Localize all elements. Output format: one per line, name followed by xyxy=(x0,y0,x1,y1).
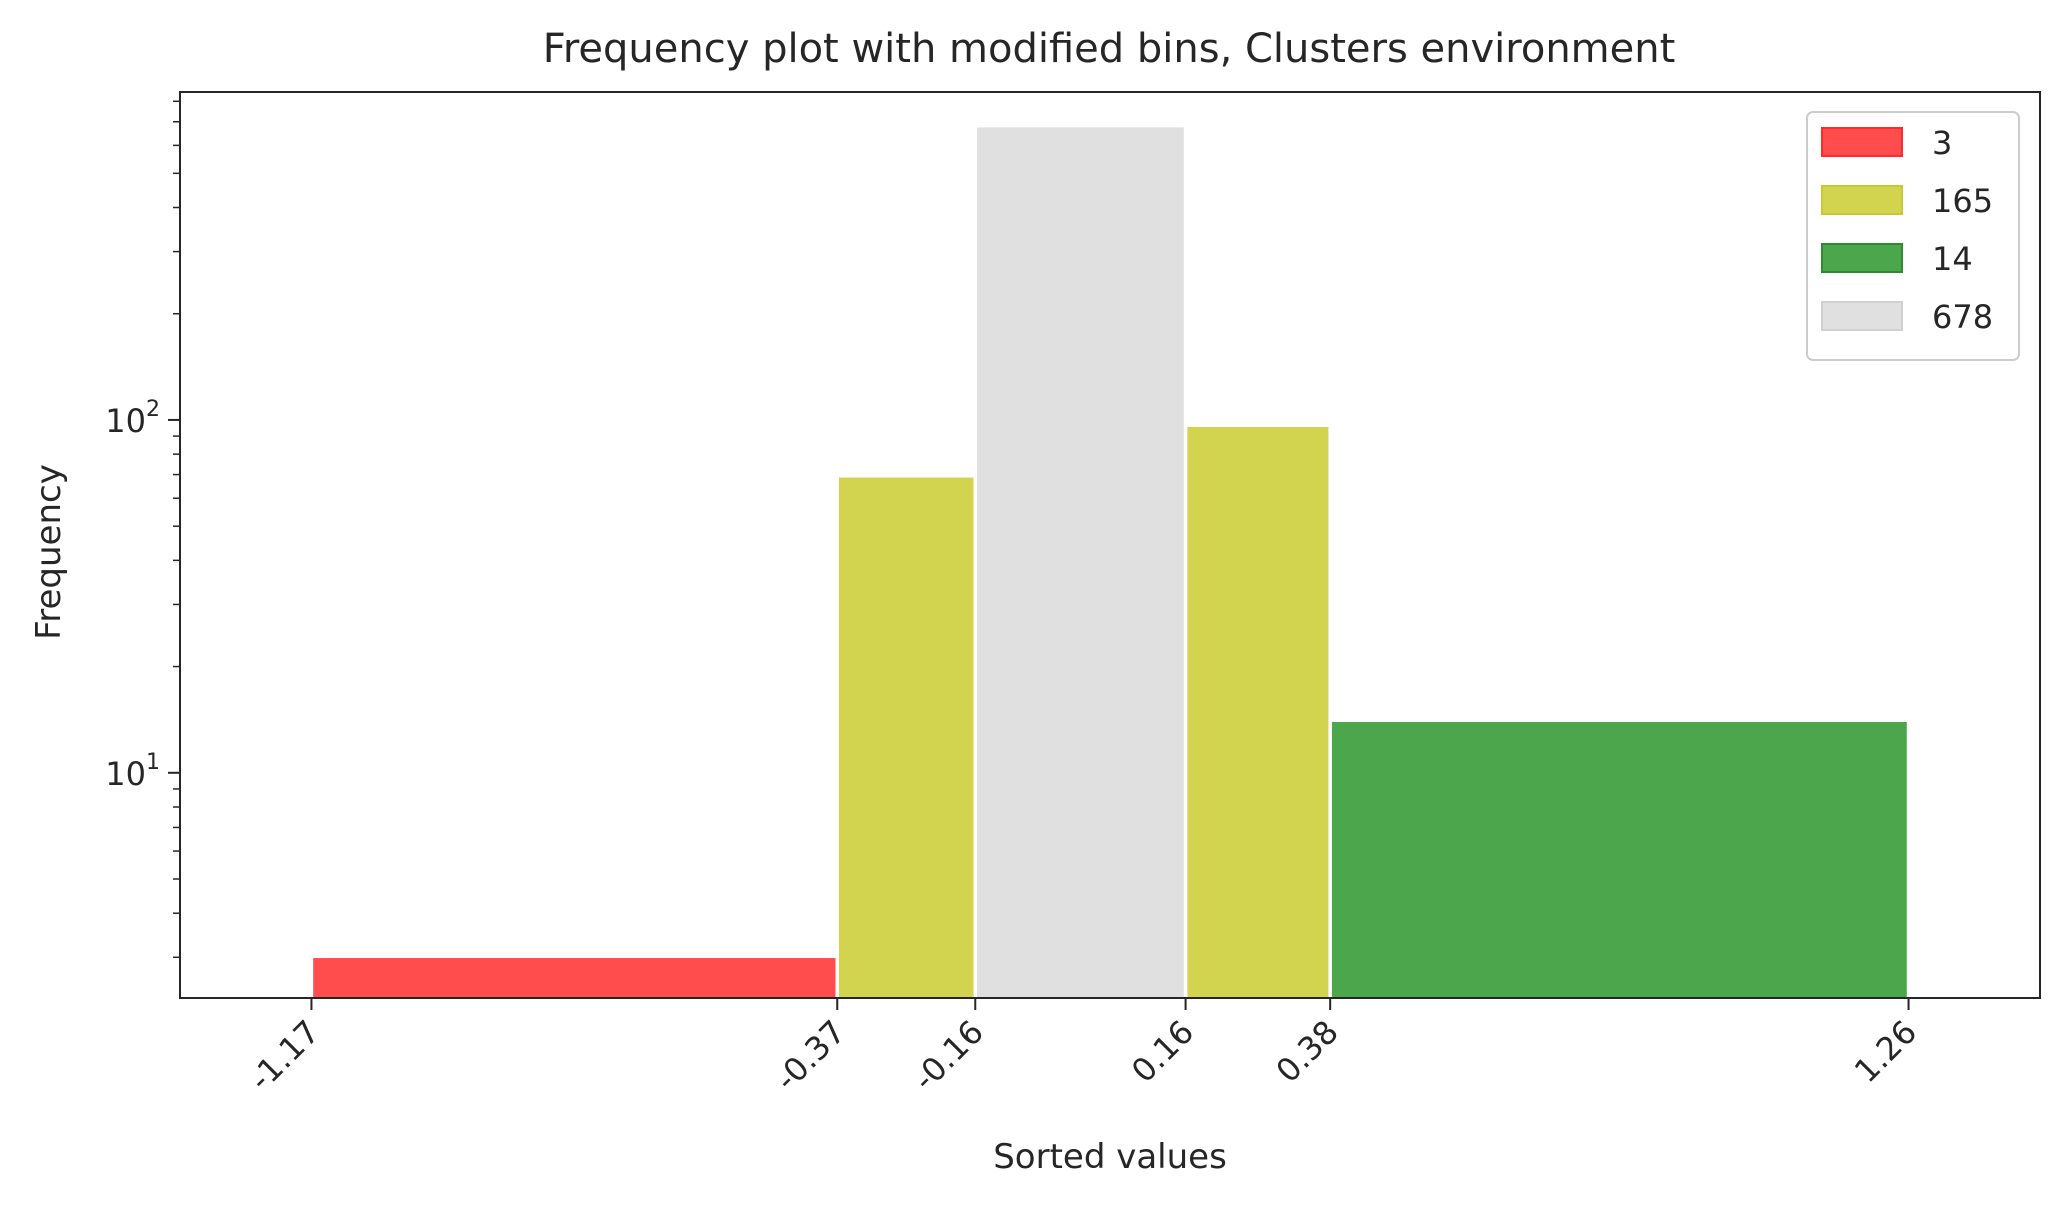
x-tick-label: 1.26 xyxy=(1847,1013,1924,1090)
legend-swatch xyxy=(1821,127,1903,157)
bar-series-3-bin-0 xyxy=(975,125,1186,999)
bar-series-0-bin-0 xyxy=(311,956,837,999)
legend-label: 14 xyxy=(1932,240,1973,278)
bar-series-1-bin-0 xyxy=(837,476,976,999)
y-axis-label: Frequency xyxy=(29,464,69,640)
plot-frame xyxy=(179,91,2041,999)
y-tick-label: 101 xyxy=(105,750,160,793)
x-tick-label: -0.37 xyxy=(767,1013,852,1098)
legend-swatch xyxy=(1821,301,1903,331)
x-tick-label: 0.16 xyxy=(1124,1013,1201,1090)
legend-swatch xyxy=(1821,243,1903,273)
chart-title: Frequency plot with modified bins, Clust… xyxy=(543,26,1676,72)
legend-label: 678 xyxy=(1932,298,1993,336)
legend: 3 165 14 678 xyxy=(1806,111,2020,361)
bar-series-2-bin-0 xyxy=(1330,720,1909,999)
x-tick-label: 0.38 xyxy=(1269,1013,1346,1090)
legend-swatch xyxy=(1821,185,1903,215)
x-tick-label: -0.16 xyxy=(906,1013,991,1098)
x-tick-label: -1.17 xyxy=(242,1013,327,1098)
legend-label: 165 xyxy=(1932,182,1993,220)
bar-series-1-bin-1 xyxy=(1185,425,1330,999)
legend-label: 3 xyxy=(1932,124,1952,162)
legend-frame xyxy=(1806,111,2020,361)
x-axis: -1.17 -0.37 -0.16 0.16 0.38 1.26 xyxy=(242,998,1924,1098)
y-tick-label: 102 xyxy=(105,397,160,440)
bars-layer xyxy=(311,125,1909,999)
x-axis-label: Sorted values xyxy=(993,1137,1227,1177)
y-axis: 101 102 xyxy=(105,100,180,959)
